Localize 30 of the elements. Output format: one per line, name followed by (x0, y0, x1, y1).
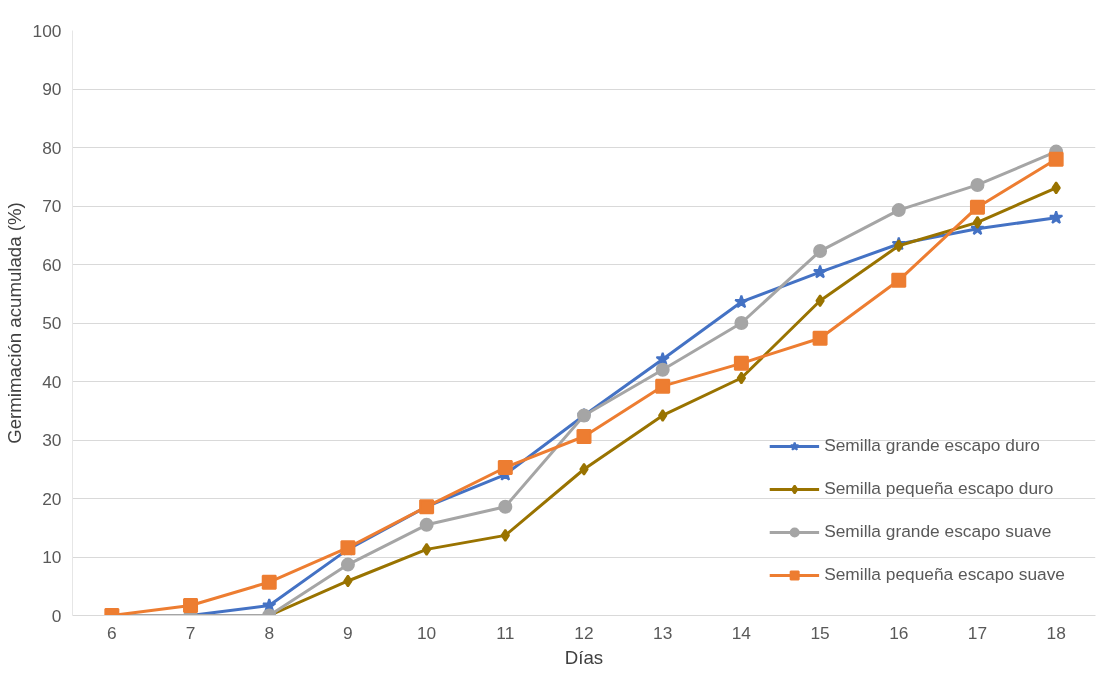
x-tick-label: 12 (574, 622, 594, 643)
y-tick-label: 20 (42, 488, 62, 509)
x-tick-label: 17 (967, 622, 988, 643)
y-tick-label: 90 (42, 79, 62, 99)
x-tick-label: 9 (343, 622, 353, 643)
x-tick-label: 18 (1046, 622, 1066, 643)
x-tick-label: 16 (889, 622, 909, 643)
y-tick-label: 100 (32, 20, 62, 41)
y-axis-title: Germimación acumulada (%) (3, 202, 25, 444)
legend-label: Semilla pequeña escapo suave (824, 564, 1065, 585)
y-tick-label: 50 (42, 313, 62, 333)
y-tick-label: 60 (42, 254, 62, 275)
x-tick-label: 13 (653, 622, 673, 643)
legend-label: Semilla grande escapo duro (824, 435, 1040, 456)
x-tick-label: 8 (264, 622, 275, 643)
legend-label: Semilla grande escapo suave (824, 521, 1052, 542)
legend-label: Semilla pequeña escapo duro (824, 478, 1054, 499)
y-tick-label: 80 (42, 137, 62, 158)
x-tick-label: 15 (810, 622, 830, 643)
x-tick-label: 6 (107, 622, 117, 643)
y-tick-label: 30 (42, 430, 62, 450)
x-tick-label: 7 (185, 622, 196, 643)
y-tick-label: 70 (42, 196, 62, 216)
y-tick-label: 0 (51, 605, 62, 626)
x-axis-title: Días (564, 646, 604, 668)
x-tick-label: 11 (496, 622, 515, 643)
y-tick-label: 40 (42, 371, 62, 392)
y-tick-label: 10 (42, 547, 62, 567)
x-tick-label: 14 (731, 622, 752, 643)
x-tick-label: 10 (416, 622, 437, 643)
